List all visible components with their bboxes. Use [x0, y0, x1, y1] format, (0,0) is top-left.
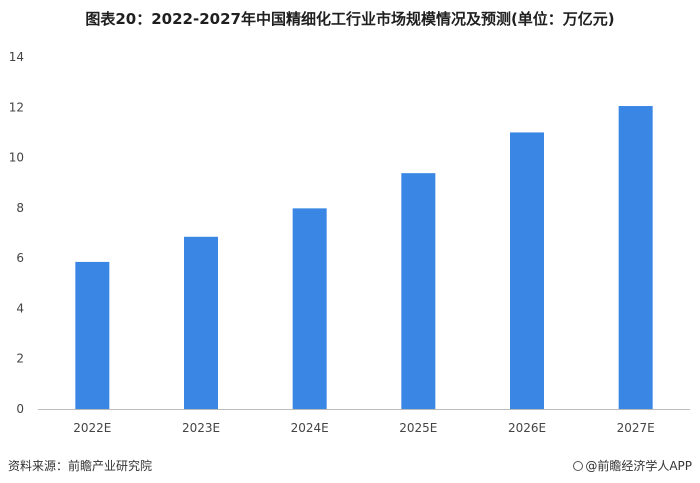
- source-note: 资料来源：前瞻产业研究院: [8, 459, 153, 473]
- y-tick-label: 0: [16, 402, 24, 416]
- bar-2024E: [292, 208, 327, 409]
- bar-2027E: [618, 106, 653, 410]
- x-tick-label: 2022E: [73, 421, 111, 435]
- bar-2023E: [184, 236, 218, 409]
- y-axis: 0 2 4 6 8 10 12 14: [9, 50, 24, 416]
- bar-2025E: [401, 173, 436, 409]
- bar-2026E: [510, 132, 544, 409]
- qianzhan-logo-icon: [573, 461, 584, 471]
- y-tick-label: 12: [9, 100, 24, 114]
- y-tick-label: 8: [16, 201, 24, 215]
- x-tick-label: 2027E: [617, 421, 655, 435]
- chart-title: 图表20：2022-2027年中国精细化工行业市场规模情况及预测(单位：万亿元): [85, 10, 615, 28]
- x-axis: 2022E 2023E 2024E 2025E 2026E 2027E: [73, 421, 654, 435]
- y-tick-label: 2: [16, 352, 24, 366]
- y-tick-label: 4: [16, 301, 24, 315]
- y-tick-label: 6: [16, 251, 24, 265]
- credit-text: @前瞻经济学人APP: [585, 459, 692, 473]
- bar-2022E: [75, 261, 110, 409]
- bars: [75, 106, 653, 410]
- x-tick-label: 2026E: [508, 421, 546, 435]
- y-tick-label: 10: [9, 151, 24, 165]
- y-tick-label: 14: [9, 50, 24, 64]
- x-tick-label: 2023E: [182, 421, 220, 435]
- x-tick-label: 2025E: [399, 421, 437, 435]
- credit: @前瞻经济学人APP: [573, 457, 692, 474]
- x-tick-label: 2024E: [291, 421, 329, 435]
